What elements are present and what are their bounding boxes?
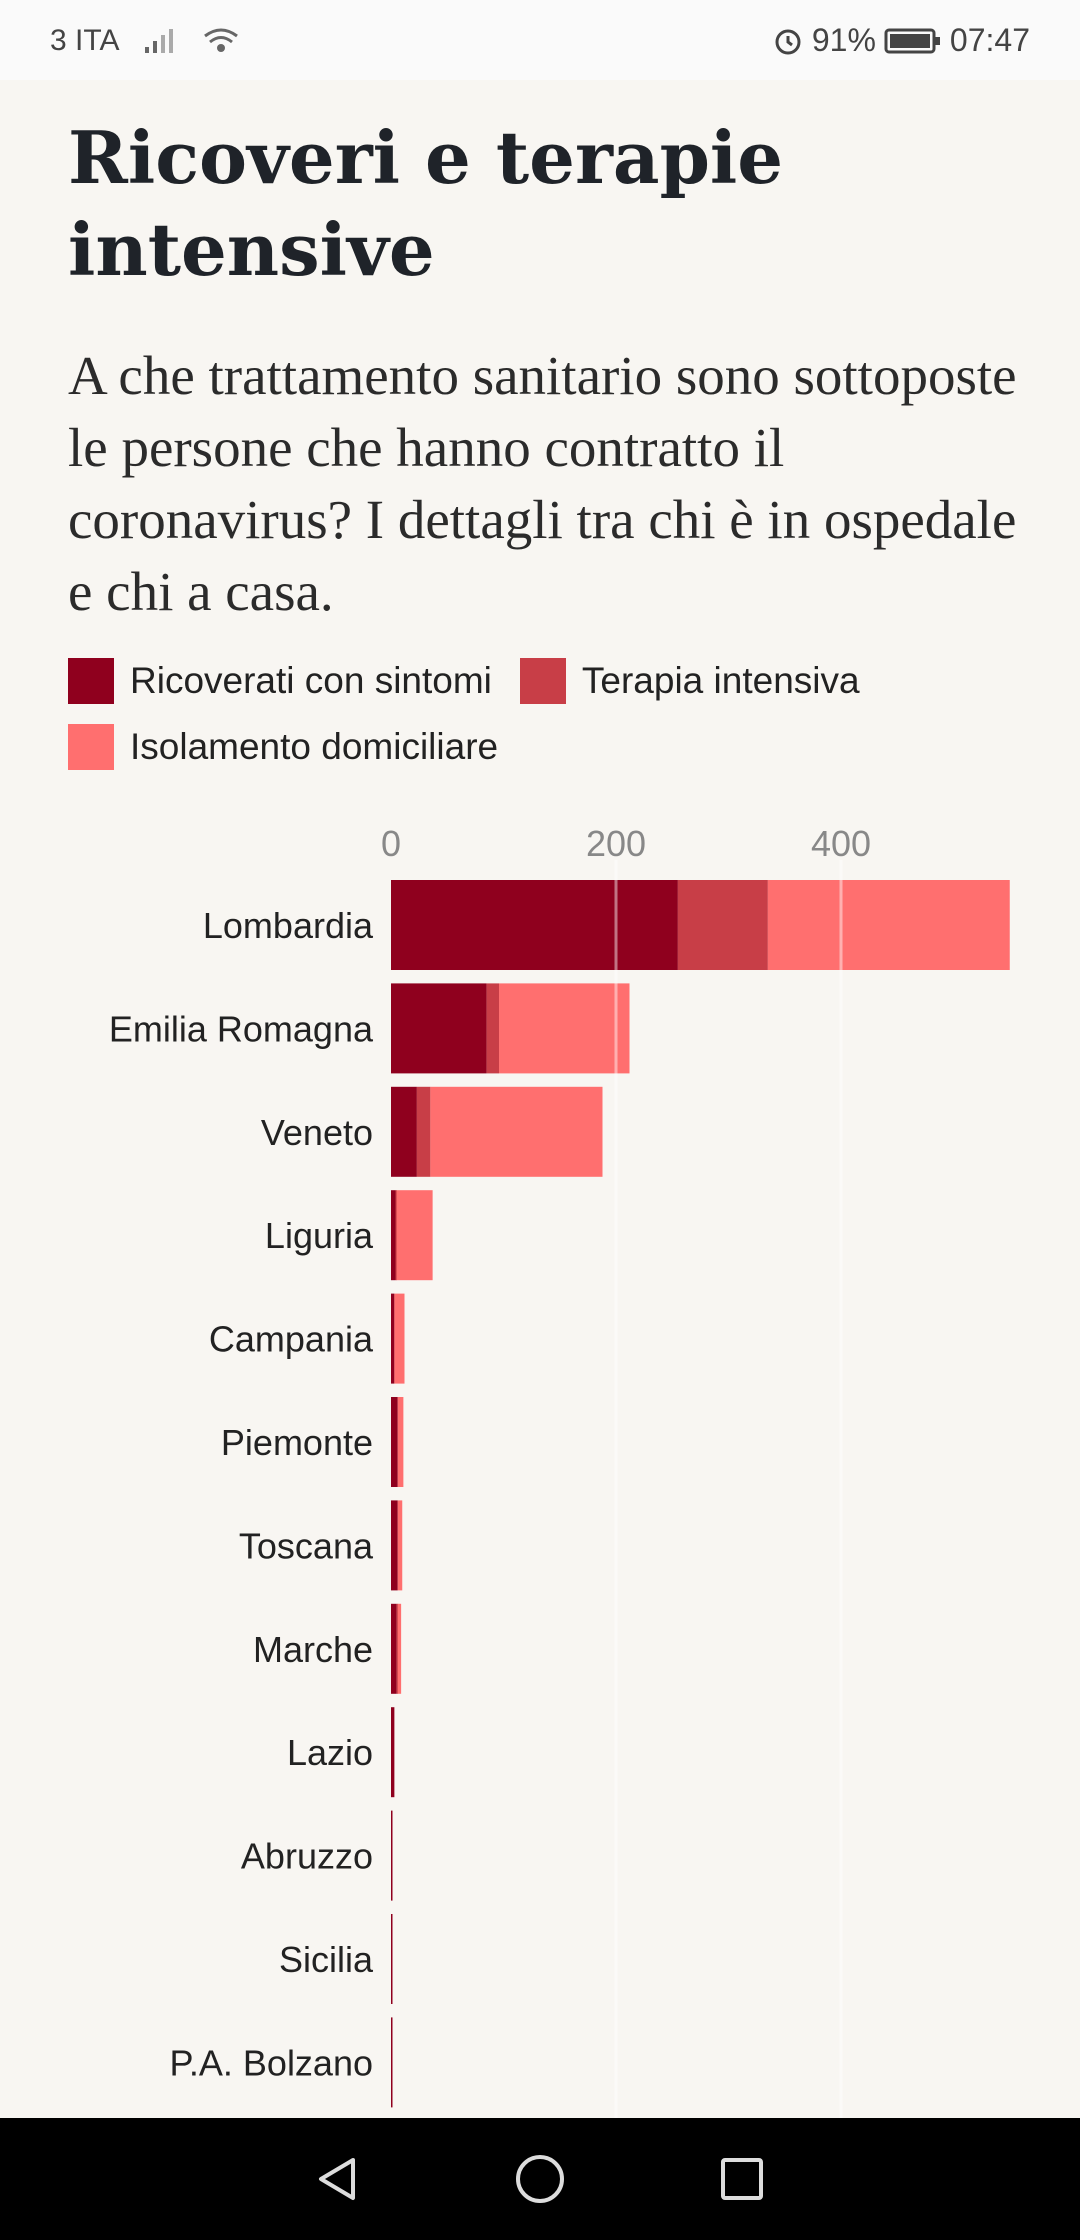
recents-icon[interactable] [717,2154,767,2204]
legend-swatch [68,724,114,770]
bar-segment [416,1086,431,1177]
bar-segment [396,1603,399,1694]
bar-segment [396,1190,433,1281]
navigation-bar [0,2118,1080,2240]
page-title: Ricoveri e terapie intensive [68,115,784,292]
bar-segment [395,1190,397,1281]
x-tick-label: 200 [586,823,646,864]
category-label: Veneto [261,1112,373,1153]
legend-item-isolamento: Isolamento domiciliare [68,724,498,770]
bar-segment [391,1707,395,1798]
bar-segment [394,1293,405,1384]
clock: 07:47 [949,22,1030,58]
page-subtitle: A che trattamento sanitario sono sottopo… [68,345,1017,622]
alarm-icon [775,29,801,54]
bar-segment [391,1397,398,1487]
legend-item-ricoverati: Ricoverati con sintomi [68,658,492,704]
legend-label: Terapia intensiva [581,660,860,701]
category-label: Marche [253,1629,373,1670]
bar-segment [391,1914,393,2004]
legend-item-terapia: Terapia intensiva [519,658,860,704]
x-tick-label: 400 [811,823,871,864]
x-tick-label: 0 [381,823,401,864]
category-label: Liguria [265,1215,374,1256]
category-label: Piemonte [221,1422,373,1463]
signal-icon [145,29,174,53]
battery-percent: 91% [811,22,876,58]
category-label: Toscana [239,1525,374,1566]
home-icon[interactable] [513,2152,567,2206]
bar-segment [499,983,630,1074]
legend-label: Isolamento domiciliare [130,726,499,767]
category-label: Lombardia [203,905,374,946]
category-label: Emilia Romagna [109,1008,374,1049]
bar-segment [677,880,768,970]
legend-swatch [519,658,566,704]
bar-segment [397,1603,402,1694]
category-label: Campania [209,1319,374,1360]
wifi-icon [204,28,239,52]
battery-icon [884,28,940,53]
bar-segment [391,1293,395,1384]
bar-segment [391,1810,393,1901]
bar-segment [391,2017,393,2108]
chart-legend: Ricoverati con sintomi Terapia intensiva… [68,658,1048,770]
bar-segment [397,1397,404,1487]
bar-segment [391,983,487,1074]
legend-label: Ricoverati con sintomi [130,660,492,701]
back-icon[interactable] [313,2154,363,2204]
category-label: Abruzzo [241,1836,373,1877]
bar-segment [430,1086,603,1177]
bar-chart: Lombardia Emilia Romagna Veneto Liguria Camp… [109,823,1010,2118]
bar-segment [486,983,499,1074]
bar-segment [391,1190,396,1281]
category-label: P.A. Bolzano [170,2042,373,2083]
category-label: Sicilia [279,1939,374,1980]
status-bar: 3 ITA 91% 07:47 [0,0,1080,80]
bar-segment [391,1086,417,1177]
legend-swatch [68,658,114,704]
bar-segment [397,1500,403,1591]
category-label: Lazio [287,1732,373,1773]
carrier: 3 ITA [50,24,120,57]
bar-segment [391,1603,397,1694]
bar-segment [391,1500,398,1591]
bar-segment [391,880,678,970]
bar-segment [767,880,1010,970]
